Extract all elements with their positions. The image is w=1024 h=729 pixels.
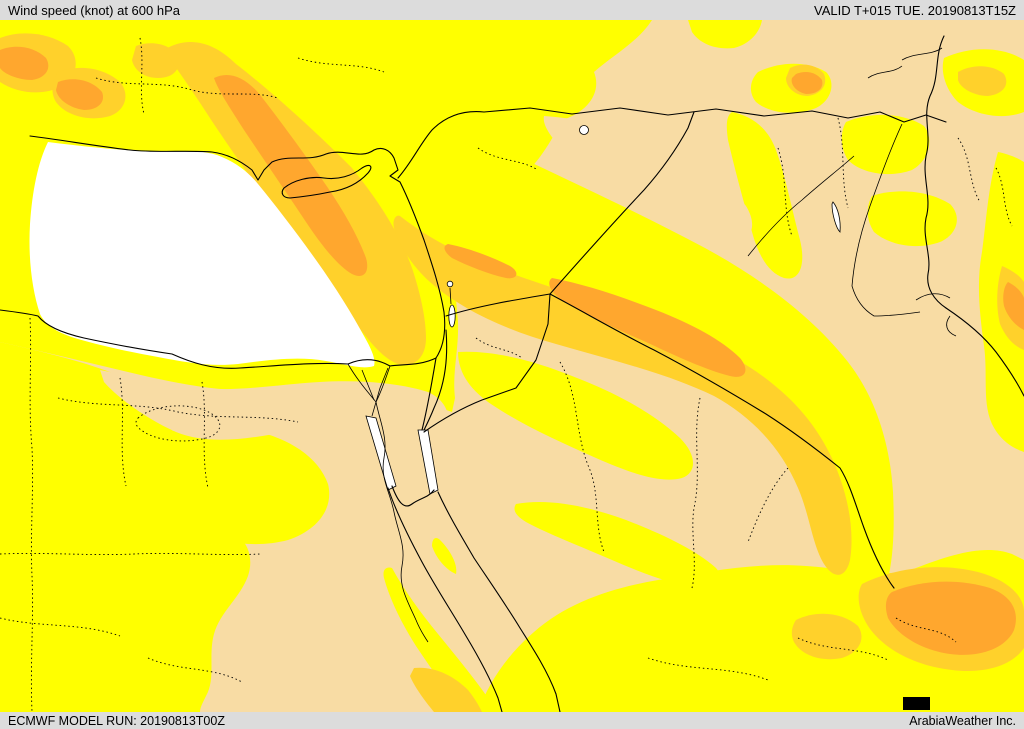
- wind-band-yellow-secondary: [383, 538, 494, 712]
- jet-streak-core: [549, 278, 746, 377]
- country-borders: [397, 35, 951, 589]
- mediterranean-sea: [29, 142, 375, 368]
- syria-jordan-border: [445, 293, 551, 317]
- sea-of-galilee: [446, 280, 454, 288]
- nile-river-and-delta: [347, 363, 429, 643]
- egypt-libya-border: [29, 317, 34, 712]
- credit-label: ArabiaWeather Inc.: [909, 713, 1016, 728]
- valid-time-label: VALID T+015 TUE. 20190813T15Z: [814, 2, 1016, 18]
- saudi-jordan-iraq-border: [423, 293, 895, 589]
- coastlines: [0, 135, 1024, 712]
- mediterranean-coastline: [0, 135, 446, 369]
- jordan-river: [449, 287, 452, 305]
- euphrates-river: [747, 155, 855, 257]
- gulf-of-aqaba: [417, 429, 439, 495]
- weather-map: [0, 20, 1024, 712]
- iran-border: [924, 35, 947, 309]
- turkey-southern-border: [397, 107, 947, 179]
- israel-jordan-border: [423, 329, 448, 431]
- lake-tharthar: [831, 201, 841, 233]
- title-bar: Wind speed (knot) at 600 hPa VALID T+015…: [0, 0, 1024, 20]
- israel-egypt-border: [421, 357, 437, 431]
- jet-streak-band: [393, 215, 852, 575]
- map-title: Wind speed (knot) at 600 hPa: [8, 2, 180, 18]
- footer-bar: ECMWF MODEL RUN: 20190813T00Z ArabiaWeat…: [0, 712, 1024, 729]
- tigris-river: [851, 123, 921, 317]
- wind-band-orange-cores: [0, 46, 1024, 655]
- red-sea-coastline: [387, 485, 561, 712]
- gulf-of-suez: [365, 415, 397, 491]
- syria-iraq-border: [549, 111, 695, 295]
- egypt-sudan-border: [0, 552, 261, 556]
- calm-and-water-areas: [29, 125, 841, 495]
- cyprus-island: [281, 164, 372, 199]
- persian-gulf-coastline: [945, 307, 1024, 397]
- wind-speed-map-canvas: [0, 20, 1024, 712]
- anatolian-lake: [579, 125, 589, 135]
- logo-black-box: [903, 697, 930, 710]
- kuwait-bay: [946, 315, 957, 337]
- model-run-label: ECMWF MODEL RUN: 20190813T00Z: [8, 713, 225, 728]
- dead-sea: [448, 304, 456, 328]
- kuwait-border: [915, 293, 951, 301]
- admin-borders-dotted: [0, 37, 1013, 712]
